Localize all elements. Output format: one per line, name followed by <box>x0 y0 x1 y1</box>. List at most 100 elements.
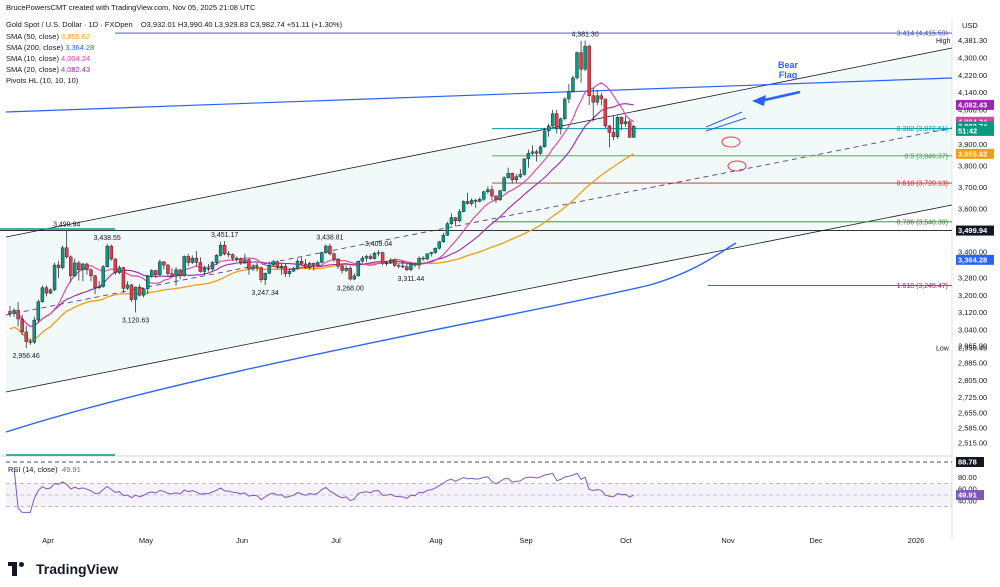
candle <box>113 258 118 275</box>
candle <box>563 97 567 121</box>
time-label: Jul <box>331 536 341 545</box>
candle-body <box>465 201 470 204</box>
indicator-label: SMA (10, close) <box>6 54 59 63</box>
candle <box>441 232 446 244</box>
candle <box>158 259 162 276</box>
time-label: Sep <box>519 536 532 545</box>
target-circle-2 <box>727 160 747 172</box>
candle <box>174 267 178 286</box>
tradingview-logo[interactable]: TradingView <box>8 560 118 578</box>
time-label: Apr <box>42 536 54 545</box>
candle <box>372 251 377 260</box>
sma-50-line <box>9 153 635 342</box>
candle-body <box>332 253 336 260</box>
candle-body <box>121 267 126 289</box>
candle <box>587 44 591 106</box>
annotation-text: Flag <box>779 70 798 80</box>
candle-body <box>393 260 397 266</box>
candle <box>259 266 263 283</box>
candle <box>474 198 478 208</box>
candle-body <box>506 173 510 178</box>
candle <box>247 258 251 275</box>
candle <box>583 40 587 71</box>
candle <box>141 287 146 298</box>
candle <box>60 245 65 270</box>
badge-bg <box>956 148 994 159</box>
candle <box>231 253 235 261</box>
candle-body <box>235 257 239 260</box>
bear-flag-arrow-head <box>752 95 766 106</box>
time-axis: Apr May Jun Jul Aug Sep Oct Nov Dec 2026 <box>42 536 924 545</box>
badge-tag: High <box>936 38 951 45</box>
indicator-value: 3,855.62 <box>60 32 91 41</box>
candle-body <box>555 113 559 129</box>
candle-body <box>526 153 531 160</box>
time-label: Nov <box>721 536 735 545</box>
candle-body <box>449 217 454 224</box>
candle-body <box>478 199 482 202</box>
time-label: Dec <box>809 536 823 545</box>
candle <box>603 98 608 129</box>
candle-body <box>571 77 575 92</box>
rsi-line <box>13 468 634 513</box>
candle <box>482 190 486 201</box>
candle <box>579 40 583 83</box>
candle-body <box>421 257 425 260</box>
candle <box>324 244 328 254</box>
candle-body <box>218 245 223 256</box>
candle-body <box>8 311 12 314</box>
pivot-label-high: 3,438.81 <box>316 235 343 242</box>
rsi-badge-bg <box>956 490 984 501</box>
candle <box>214 254 219 266</box>
candle-body <box>603 98 608 127</box>
indicator-label: Pivots HL (10, 10, 10) <box>6 76 79 85</box>
price-badge-low: Low 2,956.46 <box>934 342 987 352</box>
candle <box>303 259 308 269</box>
indicator-4[interactable]: Pivots HL (10, 10, 10) <box>6 76 78 86</box>
candle <box>222 241 227 256</box>
candle-body <box>206 268 211 270</box>
indicator-value: 4,082.43 <box>60 65 91 74</box>
fib-label-0.5: 0.5 (3,846.37) <box>904 153 948 160</box>
indicator-1[interactable]: SMA (200, close) 3,364.28 <box>6 43 94 53</box>
badge-value: 51:42 <box>958 126 977 135</box>
badge-value: 2,956.46 <box>958 343 987 352</box>
candle <box>267 261 271 275</box>
candle <box>336 258 340 269</box>
candle <box>12 308 16 317</box>
candle-body <box>158 261 162 275</box>
candle <box>295 258 300 270</box>
candle <box>368 254 373 260</box>
candle-body <box>154 270 158 275</box>
candle <box>453 217 458 227</box>
candle <box>534 149 539 162</box>
candle <box>299 257 304 266</box>
candle-body <box>243 259 247 263</box>
indicator-0[interactable]: SMA (50, close) 3,855.62 <box>6 32 90 42</box>
candle <box>364 254 369 262</box>
candle-body <box>44 287 49 294</box>
candle-body <box>28 341 32 343</box>
candle-body <box>32 319 36 343</box>
indicator-3[interactable]: SMA (20, close) 4,082.43 <box>6 65 90 75</box>
candle <box>575 51 579 80</box>
candle <box>599 92 603 106</box>
indicator-2[interactable]: SMA (10, close) 4,004.24 <box>6 54 90 64</box>
candle-body <box>64 247 69 258</box>
badge-bg <box>956 225 994 236</box>
candle-body <box>129 284 134 300</box>
candle-body <box>551 113 555 127</box>
candle-body <box>190 257 194 263</box>
candle <box>137 284 142 297</box>
symbol-label: Gold Spot / U.S. Dollar · 1D · FXOpen <box>6 20 133 29</box>
fib-label-1.618: 1.618 (3,245.47) <box>897 283 948 290</box>
candle-body <box>36 301 41 321</box>
price-tick: 3,200.00 <box>958 291 987 300</box>
candle-body <box>303 263 308 268</box>
candle <box>36 299 41 323</box>
rsi-badge: 49.91 <box>958 491 977 500</box>
candle-body <box>409 263 413 271</box>
candle-body <box>356 260 360 277</box>
rsi-pane: RSI (14, close) 49.91 80.00 60.00 40.00 88.78… <box>6 454 984 513</box>
